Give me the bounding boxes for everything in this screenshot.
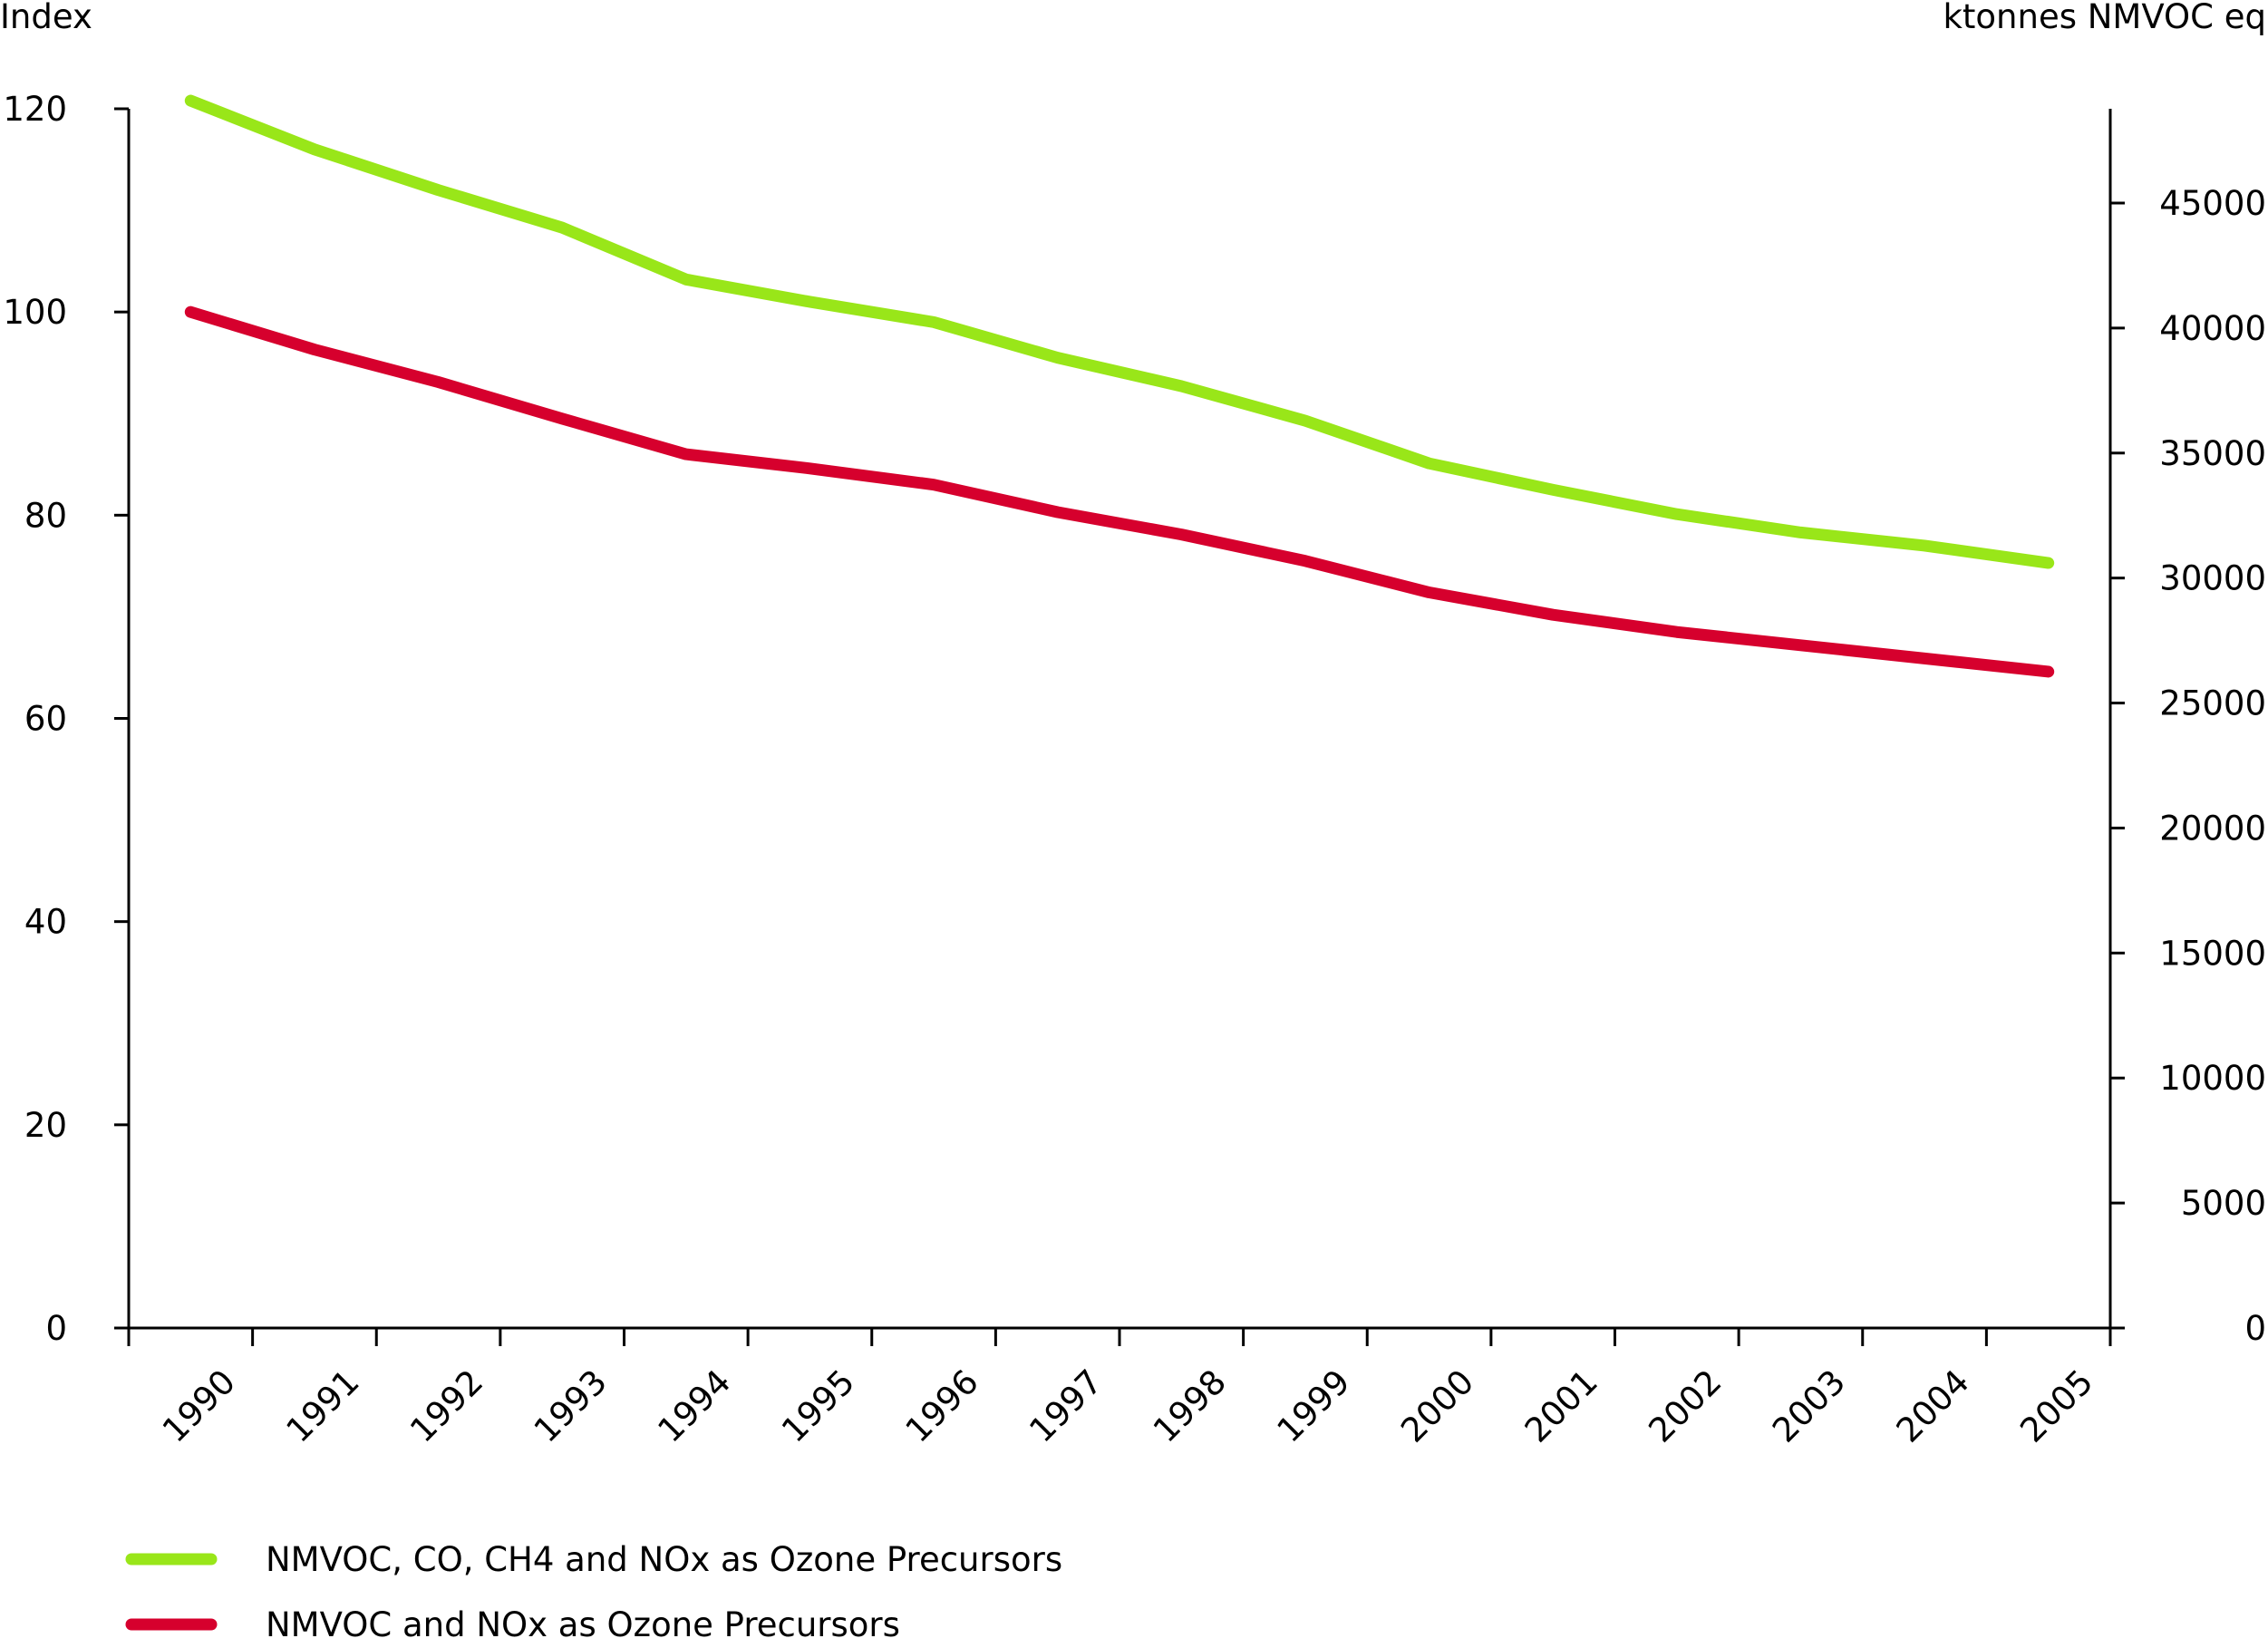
right-tick-label: 30000 [2159, 559, 2266, 598]
axes [127, 109, 2112, 1330]
x-tick-label: 1990 [155, 1362, 243, 1450]
right-axis-title: ktonnes NMVOC eq [1943, 0, 2266, 36]
x-tick-label: 1997 [1022, 1362, 1110, 1450]
legend-label-series-1: NMVOC, CO, CH4 and NOx as Ozone Precurso… [266, 1540, 1062, 1579]
x-tick-label: 1998 [1146, 1362, 1234, 1450]
x-tick-label: 1992 [402, 1362, 490, 1450]
series-line-2 [184, 305, 2055, 678]
x-tick-label: 2001 [1517, 1362, 1605, 1450]
legend: NMVOC, CO, CH4 and NOx as Ozone Precurso… [125, 1540, 1062, 1644]
left-tick-label: 120 [3, 90, 67, 129]
x-tick-label: 1996 [898, 1362, 986, 1450]
right-tick-label: 35000 [2159, 434, 2266, 473]
x-tick-label: 1991 [279, 1362, 367, 1450]
left-tick-label: 20 [24, 1106, 67, 1145]
x-tick-label: 2003 [1765, 1362, 1853, 1450]
left-tick-label: 100 [3, 293, 67, 332]
legend-label-series-2: NMVOC and NOx as Ozone Precursors [266, 1605, 900, 1644]
right-tick-label: 0 [2244, 1309, 2266, 1348]
x-axis-ticks: 1990 1991 1992 1993 1994 1995 1996 1997 1998 1999… [127, 1328, 2112, 1450]
right-tick-label: 10000 [2159, 1059, 2266, 1098]
right-tick-label: 45000 [2159, 184, 2266, 223]
right-tick-label: 15000 [2159, 934, 2266, 973]
x-tick-label: 2002 [1641, 1362, 1729, 1450]
left-tick-label: 0 [45, 1309, 67, 1348]
left-tick-label: 40 [24, 903, 67, 942]
right-tick-label: 5000 [2181, 1184, 2266, 1223]
right-tick-label: 20000 [2159, 809, 2266, 848]
left-tick-label: 80 [24, 496, 67, 535]
x-tick-label: 2000 [1393, 1362, 1481, 1450]
left-tick-label: 60 [24, 700, 67, 739]
series-line-1 [184, 94, 2055, 569]
x-tick-label: 1993 [527, 1362, 615, 1450]
x-tick-label: 1994 [650, 1362, 738, 1450]
right-tick-label: 25000 [2159, 684, 2266, 723]
x-tick-label: 2005 [2012, 1362, 2100, 1450]
right-axis-ticks: 0 5000 10000 15000 20000 25000 30000 35000 40000… [2110, 184, 2266, 1348]
series-layer [184, 94, 2055, 678]
x-tick-label: 1995 [774, 1362, 862, 1450]
x-tick-label: 2004 [1889, 1362, 1977, 1450]
x-tick-label: 1999 [1270, 1362, 1358, 1450]
left-axis-ticks: 0 20 40 60 80 100 120 [3, 90, 129, 1348]
right-tick-label: 40000 [2159, 309, 2266, 348]
left-axis-title: Index [0, 0, 92, 36]
